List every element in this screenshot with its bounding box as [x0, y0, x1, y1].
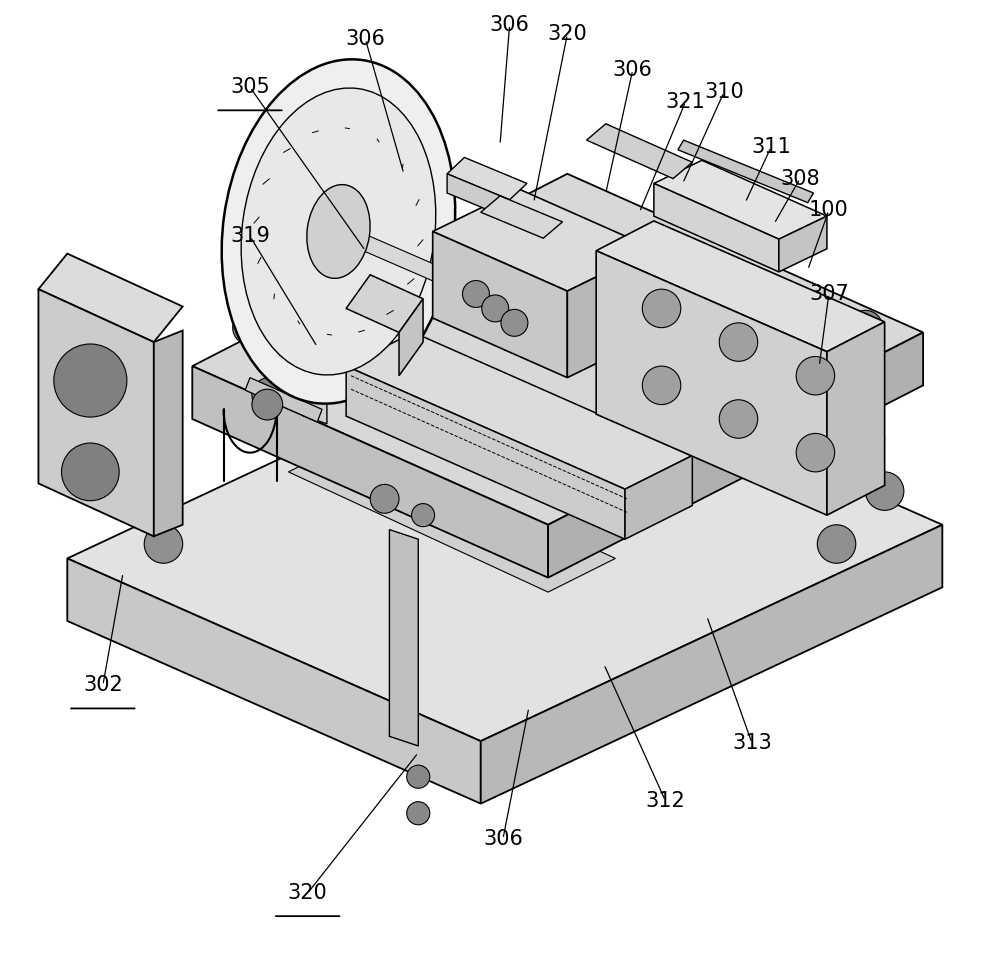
Circle shape: [115, 419, 154, 457]
Circle shape: [96, 472, 135, 510]
Polygon shape: [827, 322, 885, 515]
Circle shape: [796, 433, 835, 472]
Polygon shape: [389, 530, 418, 746]
Polygon shape: [346, 366, 625, 539]
Text: 306: 306: [613, 60, 653, 80]
Circle shape: [719, 323, 758, 361]
Polygon shape: [288, 438, 615, 592]
Text: 305: 305: [230, 77, 270, 97]
Polygon shape: [654, 183, 779, 272]
Polygon shape: [750, 440, 827, 484]
Circle shape: [412, 504, 435, 527]
Polygon shape: [245, 377, 322, 422]
Circle shape: [482, 295, 509, 322]
Polygon shape: [447, 173, 510, 219]
Text: 308: 308: [780, 169, 820, 189]
Polygon shape: [38, 289, 154, 536]
Polygon shape: [337, 221, 452, 289]
Polygon shape: [399, 299, 423, 376]
Text: 302: 302: [83, 675, 123, 695]
Polygon shape: [346, 274, 423, 332]
Polygon shape: [346, 332, 692, 489]
Polygon shape: [678, 141, 813, 202]
Circle shape: [252, 377, 287, 412]
Circle shape: [501, 309, 528, 336]
Polygon shape: [654, 160, 827, 239]
Polygon shape: [192, 173, 923, 525]
Text: 306: 306: [483, 829, 523, 849]
Circle shape: [783, 452, 813, 482]
Circle shape: [829, 377, 863, 412]
Circle shape: [370, 484, 399, 513]
Text: 100: 100: [809, 200, 849, 221]
Circle shape: [642, 366, 681, 404]
Circle shape: [848, 310, 883, 345]
Polygon shape: [625, 455, 692, 539]
Polygon shape: [548, 332, 923, 578]
Text: 313: 313: [732, 733, 772, 753]
Polygon shape: [67, 342, 942, 742]
Text: 311: 311: [751, 137, 791, 157]
Polygon shape: [447, 157, 527, 199]
Ellipse shape: [241, 88, 436, 375]
Polygon shape: [433, 189, 654, 291]
Circle shape: [54, 344, 127, 417]
Polygon shape: [192, 366, 548, 578]
Polygon shape: [587, 124, 692, 178]
Text: 321: 321: [666, 91, 705, 112]
Circle shape: [252, 389, 283, 420]
Polygon shape: [38, 253, 183, 342]
Text: 306: 306: [345, 29, 385, 49]
Circle shape: [407, 766, 430, 789]
Ellipse shape: [307, 185, 370, 278]
Circle shape: [233, 310, 267, 345]
Text: 310: 310: [704, 82, 744, 102]
Polygon shape: [67, 559, 481, 804]
Polygon shape: [779, 216, 827, 272]
Text: 319: 319: [230, 226, 270, 247]
Text: 320: 320: [288, 883, 328, 903]
Circle shape: [462, 280, 489, 307]
Circle shape: [865, 472, 904, 510]
Circle shape: [719, 400, 758, 438]
Circle shape: [144, 525, 183, 563]
Text: 306: 306: [490, 14, 530, 35]
Text: 320: 320: [547, 24, 587, 44]
Polygon shape: [596, 250, 827, 515]
Circle shape: [407, 802, 430, 824]
Polygon shape: [481, 195, 563, 238]
Circle shape: [817, 525, 856, 563]
Text: 307: 307: [809, 284, 849, 304]
Polygon shape: [154, 330, 183, 536]
Polygon shape: [567, 248, 654, 377]
Ellipse shape: [222, 60, 455, 403]
Circle shape: [642, 289, 681, 327]
Polygon shape: [596, 221, 885, 351]
Polygon shape: [433, 231, 567, 377]
Circle shape: [846, 419, 885, 457]
Circle shape: [62, 443, 119, 501]
Circle shape: [796, 356, 835, 395]
Polygon shape: [481, 525, 942, 804]
Polygon shape: [304, 193, 327, 424]
Text: 312: 312: [646, 791, 685, 811]
